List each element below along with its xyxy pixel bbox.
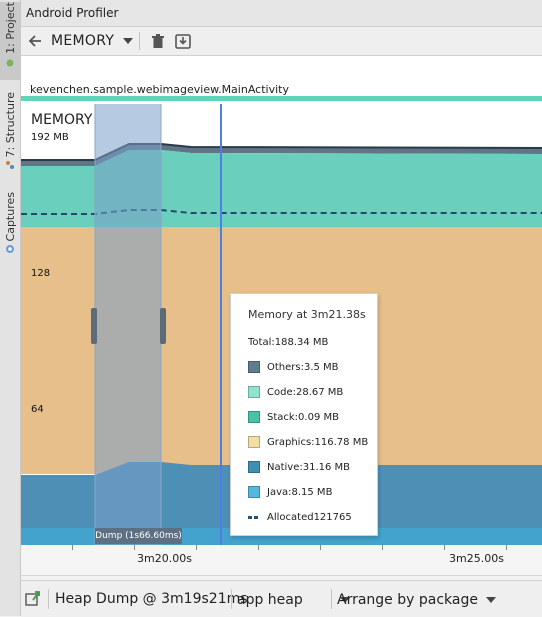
profiler-type-dropdown[interactable]: MEMORY [51, 31, 134, 51]
bottom-divider [48, 589, 49, 609]
arrange-dropdown-value: Arrange by package [337, 592, 478, 608]
bottom-divider [331, 589, 332, 609]
tooltip-total: Total:188.34 MB [248, 337, 329, 348]
activity-bar [21, 96, 542, 101]
time-axis[interactable]: 3m20.00s 3m25.00s [21, 545, 542, 576]
legend-java-label: Java:8.15 MB [267, 486, 333, 498]
graphics-swatch [248, 436, 260, 448]
export-icon[interactable] [24, 589, 42, 607]
legend-code-label: Code:28.67 MB [267, 386, 344, 398]
tab-captures[interactable]: Captures [0, 192, 20, 260]
activity-label: kevenchen.sample.webimageview.MainActivi… [30, 83, 289, 96]
y-label-low: 64 [31, 404, 44, 415]
axis-tick [320, 545, 321, 550]
bottom-divider [231, 589, 232, 609]
heap-dropdown-value: app heap [237, 592, 303, 608]
trash-icon[interactable] [149, 32, 167, 50]
tooltip-title: Memory at 3m21.38s [248, 308, 366, 321]
profiler-toolbar: MEMORY [21, 27, 542, 56]
memory-tooltip: Memory at 3m21.38s Total:188.34 MB Other… [230, 293, 378, 536]
axis-tick [196, 545, 197, 550]
legend-allocated-label: Allocated121765 [267, 511, 352, 523]
axis-tick [506, 545, 507, 550]
heap-dropdown[interactable]: app heap [237, 590, 350, 610]
legend-row-others: Others:3.5 MB [248, 360, 339, 374]
tab-captures-label: Captures [3, 192, 17, 242]
others-swatch [248, 361, 260, 373]
legend-row-graphics: Graphics:116.78 MB [248, 435, 368, 449]
activity-lane: kevenchen.sample.webimageview.MainActivi… [21, 56, 542, 104]
selection-left-handle[interactable] [91, 308, 97, 344]
legend-graphics-label: Graphics:116.78 MB [267, 436, 369, 448]
chart-title: MEMORY [31, 112, 93, 128]
tab-structure-label: 7: Structure [3, 92, 17, 158]
back-arrow-icon[interactable] [25, 31, 45, 51]
stack-swatch [248, 411, 260, 423]
legend-stack-label: Stack:0.09 MB [267, 411, 339, 423]
structure-icon [6, 161, 14, 170]
android-icon [6, 59, 14, 67]
legend-native-label: Native:31.16 MB [267, 461, 351, 473]
legend-row-allocated: Allocated121765 [248, 510, 352, 524]
time-label-1: 3m20.00s [137, 552, 192, 565]
arrange-dropdown[interactable]: Arrange by package [337, 590, 496, 610]
heap-dump-icon[interactable] [173, 31, 193, 51]
chevron-down-icon [485, 597, 496, 603]
java-swatch [248, 486, 260, 498]
axis-tick [258, 545, 259, 550]
profiler-title-bar: Android Profiler [21, 0, 542, 27]
heap-dump-duration-label: Dump (1s66.60ms) [95, 528, 182, 544]
tab-project[interactable]: 1: Project [0, 2, 20, 80]
time-label-2: 3m25.00s [449, 552, 504, 565]
chevron-down-icon [339, 597, 350, 603]
heap-dump-label: Heap Dump @ 3m19s21ms [55, 591, 248, 607]
axis-tick [382, 545, 383, 550]
tab-structure[interactable]: 7: Structure [0, 92, 20, 176]
chevron-down-icon [123, 38, 134, 44]
code-swatch [248, 386, 260, 398]
legend-row-stack: Stack:0.09 MB [248, 410, 339, 424]
legend-row-java: Java:8.15 MB [248, 485, 332, 499]
axis-tick [444, 545, 445, 550]
allocated-dash-swatch [248, 515, 260, 519]
y-label-top: 192 MB [31, 132, 69, 143]
legend-others-label: Others:3.5 MB [267, 361, 339, 373]
toolbar-divider [139, 32, 140, 50]
native-swatch [248, 461, 260, 473]
legend-row-code: Code:28.67 MB [248, 385, 343, 399]
axis-tick [134, 545, 135, 550]
y-label-mid: 128 [31, 268, 51, 279]
window-title: Android Profiler [26, 6, 119, 20]
axis-tick [72, 545, 73, 550]
legend-row-native: Native:31.16 MB [248, 460, 350, 474]
heap-dump-toolbar: Heap Dump @ 3m19s21ms app heap Arrange b… [21, 580, 542, 617]
tab-project-label: 1: Project [3, 2, 17, 54]
captures-icon [6, 245, 14, 254]
tool-window-strip: 1: Project 7: Structure Captures [0, 0, 21, 616]
selection-range[interactable] [95, 104, 161, 545]
profiler-type-value: MEMORY [51, 33, 115, 49]
selection-right-handle[interactable] [160, 308, 166, 344]
